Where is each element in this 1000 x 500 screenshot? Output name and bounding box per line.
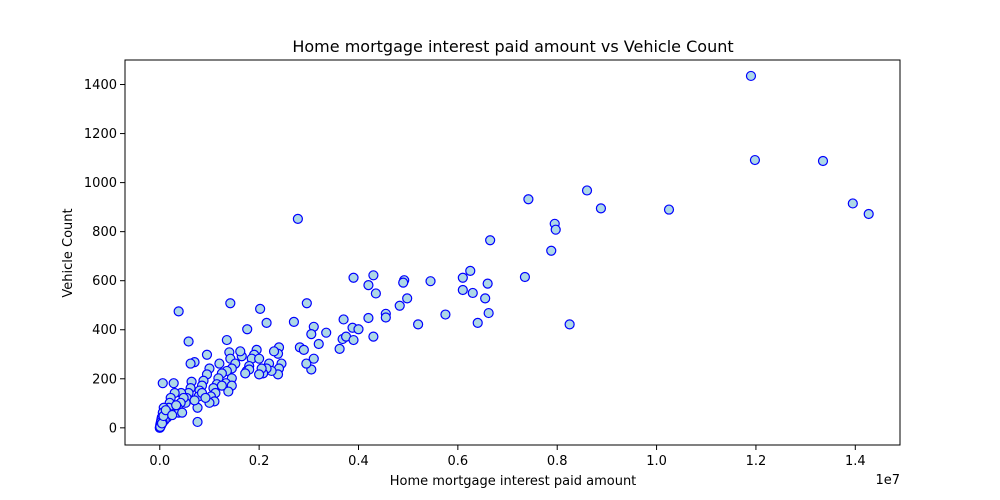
data-point xyxy=(457,284,468,296)
data-point xyxy=(564,319,575,330)
data-point xyxy=(482,278,493,289)
x-tick-label: 1.2 xyxy=(746,454,767,469)
data-point xyxy=(472,317,483,328)
data-point xyxy=(550,224,561,235)
data-points xyxy=(154,70,874,433)
data-point xyxy=(168,378,179,389)
data-point xyxy=(363,312,374,324)
data-point xyxy=(321,327,332,338)
data-point xyxy=(546,245,557,256)
data-point xyxy=(523,194,534,205)
data-point xyxy=(348,272,359,283)
data-point xyxy=(398,277,409,288)
data-point xyxy=(308,353,319,364)
data-point xyxy=(370,288,381,299)
data-point xyxy=(745,70,757,82)
data-point xyxy=(595,203,607,214)
data-point xyxy=(483,307,494,319)
data-point xyxy=(189,395,200,406)
data-point xyxy=(301,298,312,309)
data-point xyxy=(817,155,829,167)
data-point xyxy=(368,270,379,281)
data-point xyxy=(380,312,391,323)
x-tick-label: 0.8 xyxy=(547,454,568,469)
data-point xyxy=(261,317,272,328)
y-tick-label: 600 xyxy=(92,274,117,289)
data-point xyxy=(301,358,312,369)
x-tick-label: 1.0 xyxy=(646,454,667,469)
y-tick-label: 200 xyxy=(92,372,117,387)
y-axis-ticks: 0 200 400 600 800 1000 1200 1400 xyxy=(84,78,125,436)
data-point xyxy=(254,369,265,380)
chart-title: Home mortgage interest paid amount vs Ve… xyxy=(292,37,733,56)
data-point xyxy=(157,378,168,389)
data-point xyxy=(847,198,858,209)
data-point xyxy=(177,407,188,418)
x-axis-offset-label: 1e7 xyxy=(875,473,900,488)
data-point xyxy=(457,272,468,283)
y-tick-label: 1200 xyxy=(84,127,117,142)
data-point xyxy=(201,349,213,360)
data-point xyxy=(413,319,424,330)
x-axis-ticks: 0.0 0.2 0.4 0.6 0.8 1.0 1.2 1.4 xyxy=(149,445,866,469)
data-point xyxy=(338,314,349,325)
data-point xyxy=(185,358,196,369)
y-tick-label: 1000 xyxy=(84,176,117,191)
plot-area-frame xyxy=(124,59,901,446)
data-point xyxy=(368,331,379,342)
data-point xyxy=(192,416,203,428)
x-axis-label: Home mortgage interest paid amount xyxy=(390,474,637,489)
data-point xyxy=(200,392,211,404)
data-point xyxy=(173,306,184,317)
data-point xyxy=(425,276,436,287)
x-tick-label: 0.2 xyxy=(249,454,270,469)
data-point xyxy=(167,409,178,421)
data-point xyxy=(480,293,491,304)
x-tick-label: 0.4 xyxy=(348,454,369,469)
data-point xyxy=(663,204,675,215)
data-point xyxy=(223,386,234,397)
data-point xyxy=(402,293,413,304)
data-point xyxy=(288,316,300,327)
data-point xyxy=(749,154,761,166)
data-point xyxy=(298,344,309,355)
data-point xyxy=(306,329,317,340)
y-axis-label: Vehicle Count xyxy=(61,208,76,297)
y-tick-label: 400 xyxy=(92,323,117,338)
data-point xyxy=(394,300,405,311)
data-point xyxy=(581,185,593,196)
data-point xyxy=(313,338,324,350)
x-tick-label: 0.6 xyxy=(448,454,469,469)
x-tick-label: 0.0 xyxy=(149,454,170,469)
data-point xyxy=(214,358,225,369)
data-point xyxy=(225,298,236,309)
data-point xyxy=(242,324,253,335)
y-tick-label: 1400 xyxy=(84,78,117,93)
data-point xyxy=(255,303,266,315)
y-tick-label: 0 xyxy=(109,421,117,436)
data-point xyxy=(353,324,364,335)
data-point xyxy=(348,334,359,346)
data-point xyxy=(254,353,265,364)
data-point xyxy=(235,346,246,357)
data-point xyxy=(334,343,345,354)
data-point xyxy=(216,380,227,391)
data-point xyxy=(240,368,251,379)
data-point xyxy=(863,208,874,220)
x-tick-label: 1.4 xyxy=(845,454,866,469)
y-tick-label: 800 xyxy=(92,225,117,240)
data-point xyxy=(171,400,182,411)
data-point xyxy=(465,265,476,276)
data-point xyxy=(268,346,280,357)
data-point xyxy=(519,271,531,283)
data-point xyxy=(467,287,478,299)
data-point xyxy=(183,336,194,347)
data-point xyxy=(440,309,451,320)
data-point xyxy=(363,280,374,291)
data-point xyxy=(221,334,232,346)
data-point xyxy=(292,213,303,225)
data-point xyxy=(485,235,496,246)
